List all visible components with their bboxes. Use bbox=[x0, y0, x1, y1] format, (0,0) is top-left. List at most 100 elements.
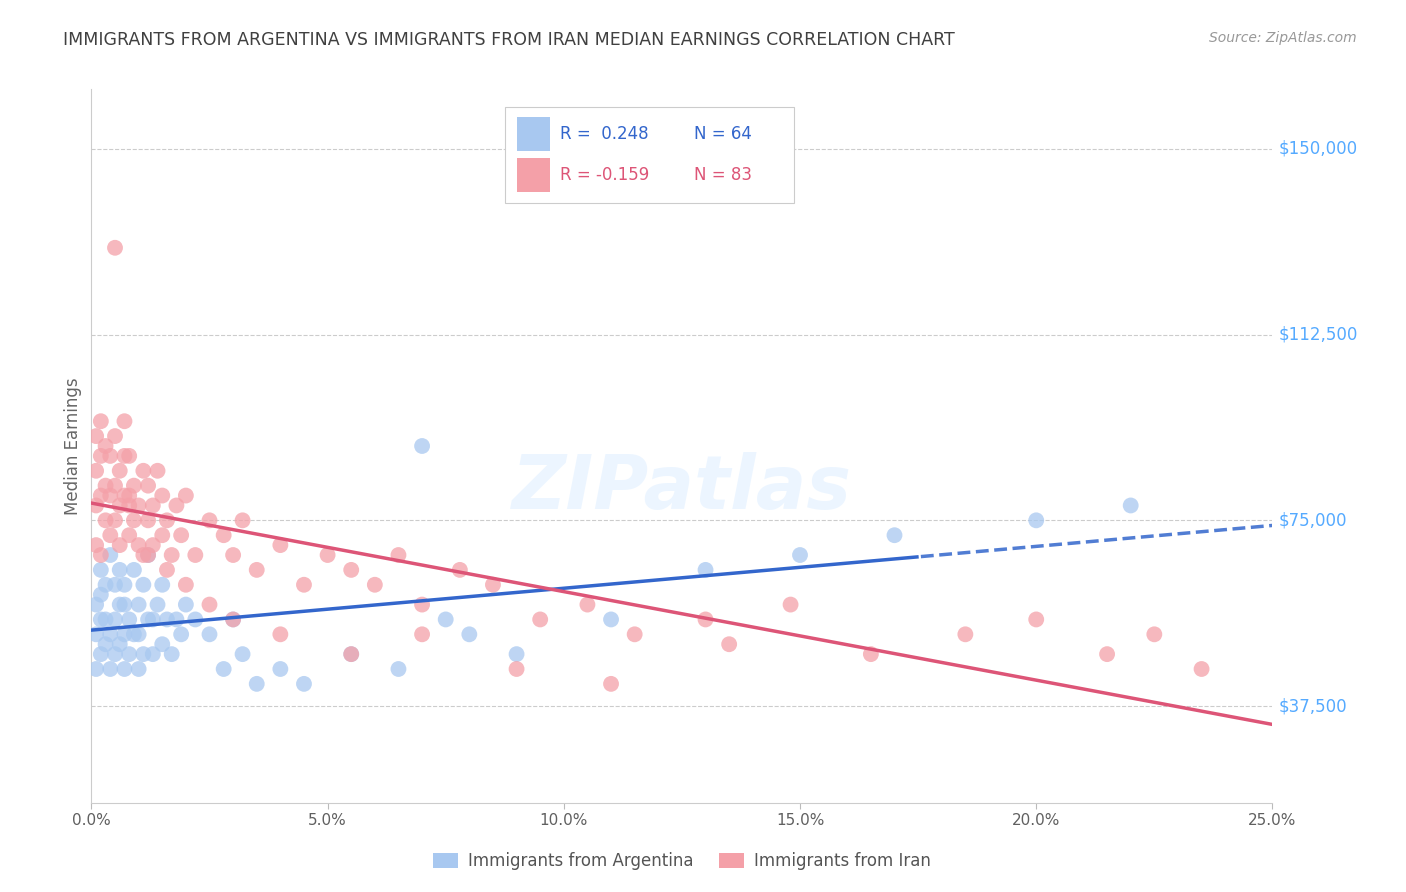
Text: $112,500: $112,500 bbox=[1278, 326, 1358, 343]
Point bbox=[84, 538, 107, 552]
Point bbox=[136, 612, 159, 626]
Point bbox=[160, 548, 183, 562]
Point bbox=[122, 563, 145, 577]
Point bbox=[114, 598, 136, 612]
Bar bbox=[516, 117, 550, 152]
Point bbox=[118, 647, 141, 661]
Point bbox=[718, 637, 741, 651]
Point bbox=[529, 612, 551, 626]
Point bbox=[156, 563, 179, 577]
Point bbox=[292, 578, 315, 592]
Point bbox=[142, 647, 165, 661]
Point bbox=[269, 662, 291, 676]
Point bbox=[576, 598, 599, 612]
Point bbox=[364, 578, 387, 592]
Point bbox=[108, 563, 131, 577]
Point bbox=[1119, 499, 1142, 513]
Point bbox=[1025, 513, 1047, 527]
Point bbox=[84, 598, 107, 612]
Point bbox=[98, 548, 121, 562]
Point bbox=[150, 528, 173, 542]
Point bbox=[198, 598, 221, 612]
Point bbox=[114, 627, 136, 641]
Point bbox=[198, 513, 221, 527]
Point bbox=[789, 548, 811, 562]
Point bbox=[90, 414, 112, 428]
Point bbox=[411, 627, 433, 641]
Point bbox=[170, 528, 193, 542]
Point bbox=[98, 528, 121, 542]
Point bbox=[128, 538, 150, 552]
Point bbox=[114, 662, 136, 676]
Point bbox=[434, 612, 457, 626]
Point bbox=[170, 627, 193, 641]
Point bbox=[174, 598, 197, 612]
Point bbox=[132, 578, 155, 592]
Point bbox=[232, 647, 254, 661]
Point bbox=[104, 241, 127, 255]
Point bbox=[98, 627, 121, 641]
Point bbox=[122, 478, 145, 492]
Point bbox=[883, 528, 905, 542]
Point bbox=[84, 499, 107, 513]
Point bbox=[98, 449, 121, 463]
Point bbox=[142, 538, 165, 552]
Point bbox=[142, 612, 165, 626]
Text: Source: ZipAtlas.com: Source: ZipAtlas.com bbox=[1209, 31, 1357, 45]
Point bbox=[128, 499, 150, 513]
Point bbox=[150, 489, 173, 503]
Point bbox=[94, 637, 117, 651]
Point bbox=[108, 499, 131, 513]
Point bbox=[98, 662, 121, 676]
Point bbox=[108, 637, 131, 651]
Point bbox=[505, 662, 527, 676]
Point bbox=[340, 563, 363, 577]
Point bbox=[104, 647, 127, 661]
Point bbox=[222, 612, 245, 626]
Legend: Immigrants from Argentina, Immigrants from Iran: Immigrants from Argentina, Immigrants fr… bbox=[426, 846, 938, 877]
Point bbox=[90, 588, 112, 602]
Point bbox=[505, 647, 527, 661]
Point bbox=[600, 612, 623, 626]
Point bbox=[165, 612, 187, 626]
Point bbox=[340, 647, 363, 661]
Point bbox=[94, 513, 117, 527]
Text: R =  0.248: R = 0.248 bbox=[560, 125, 650, 143]
Point bbox=[114, 414, 136, 428]
Text: $37,500: $37,500 bbox=[1278, 698, 1347, 715]
Text: R = -0.159: R = -0.159 bbox=[560, 166, 650, 184]
Point bbox=[623, 627, 645, 641]
Point bbox=[212, 528, 235, 542]
Point bbox=[222, 612, 245, 626]
Point bbox=[1143, 627, 1166, 641]
Point bbox=[222, 548, 245, 562]
Point bbox=[108, 538, 131, 552]
Point bbox=[136, 548, 159, 562]
Point bbox=[292, 677, 315, 691]
Point bbox=[184, 548, 207, 562]
Text: $150,000: $150,000 bbox=[1278, 140, 1357, 158]
Point bbox=[387, 548, 409, 562]
Point bbox=[90, 612, 112, 626]
Point bbox=[269, 538, 291, 552]
Point bbox=[84, 662, 107, 676]
Text: N = 83: N = 83 bbox=[693, 166, 752, 184]
Point bbox=[316, 548, 339, 562]
Point bbox=[118, 612, 141, 626]
Point bbox=[1191, 662, 1213, 676]
Point bbox=[104, 612, 127, 626]
Point bbox=[184, 612, 207, 626]
Point bbox=[387, 662, 409, 676]
Point bbox=[212, 662, 235, 676]
Point bbox=[90, 563, 112, 577]
Point bbox=[90, 647, 112, 661]
Point bbox=[104, 429, 127, 443]
Point bbox=[246, 563, 269, 577]
Point bbox=[246, 677, 269, 691]
Text: ZIPatlas: ZIPatlas bbox=[512, 452, 852, 525]
Point bbox=[90, 489, 112, 503]
Point bbox=[146, 464, 169, 478]
Text: IMMIGRANTS FROM ARGENTINA VS IMMIGRANTS FROM IRAN MEDIAN EARNINGS CORRELATION CH: IMMIGRANTS FROM ARGENTINA VS IMMIGRANTS … bbox=[63, 31, 955, 49]
Point bbox=[449, 563, 471, 577]
Point bbox=[1025, 612, 1047, 626]
